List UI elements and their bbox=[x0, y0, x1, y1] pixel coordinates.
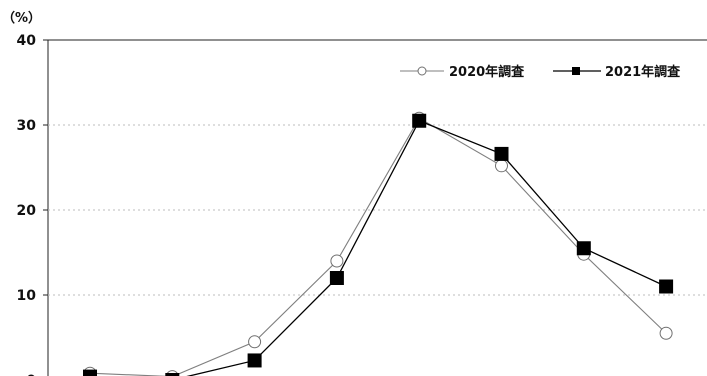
legend-marker-2021 bbox=[572, 67, 580, 75]
legend-label-2020: 2020年調査 bbox=[449, 64, 525, 80]
legend: 2020年調査 2021年調査 bbox=[400, 64, 681, 80]
data-point-2021 bbox=[165, 373, 180, 376]
y-tick-label: 40 bbox=[17, 33, 37, 49]
data-point-2021 bbox=[329, 271, 344, 285]
data-point-2021 bbox=[247, 353, 262, 368]
data-point-2021 bbox=[659, 279, 674, 294]
data-point-2021 bbox=[83, 369, 97, 376]
y-tick-label: 20 bbox=[17, 203, 37, 219]
series-line-1 bbox=[89, 117, 667, 376]
series-line-2 bbox=[90, 119, 667, 376]
data-point-2020 bbox=[659, 326, 673, 340]
data-point-2020 bbox=[330, 254, 344, 268]
y-axis-unit-label: （%） bbox=[2, 10, 41, 26]
y-tick-label: 10 bbox=[17, 288, 37, 304]
gridlines bbox=[47, 39, 707, 376]
data-point-2021 bbox=[412, 113, 427, 128]
data-point-2021 bbox=[576, 241, 591, 256]
series-layer bbox=[83, 111, 674, 376]
y-tick-label: 0 bbox=[26, 373, 36, 376]
y-tick-label: 30 bbox=[17, 118, 37, 134]
y-axis-ticks: 0 10 20 30 40 bbox=[17, 33, 48, 376]
data-point-2021 bbox=[494, 146, 509, 161]
legend-marker-2020 bbox=[417, 66, 427, 76]
legend-label-2021: 2021年調査 bbox=[605, 64, 681, 80]
data-point-2020 bbox=[495, 159, 508, 173]
data-point-2020 bbox=[248, 335, 262, 349]
